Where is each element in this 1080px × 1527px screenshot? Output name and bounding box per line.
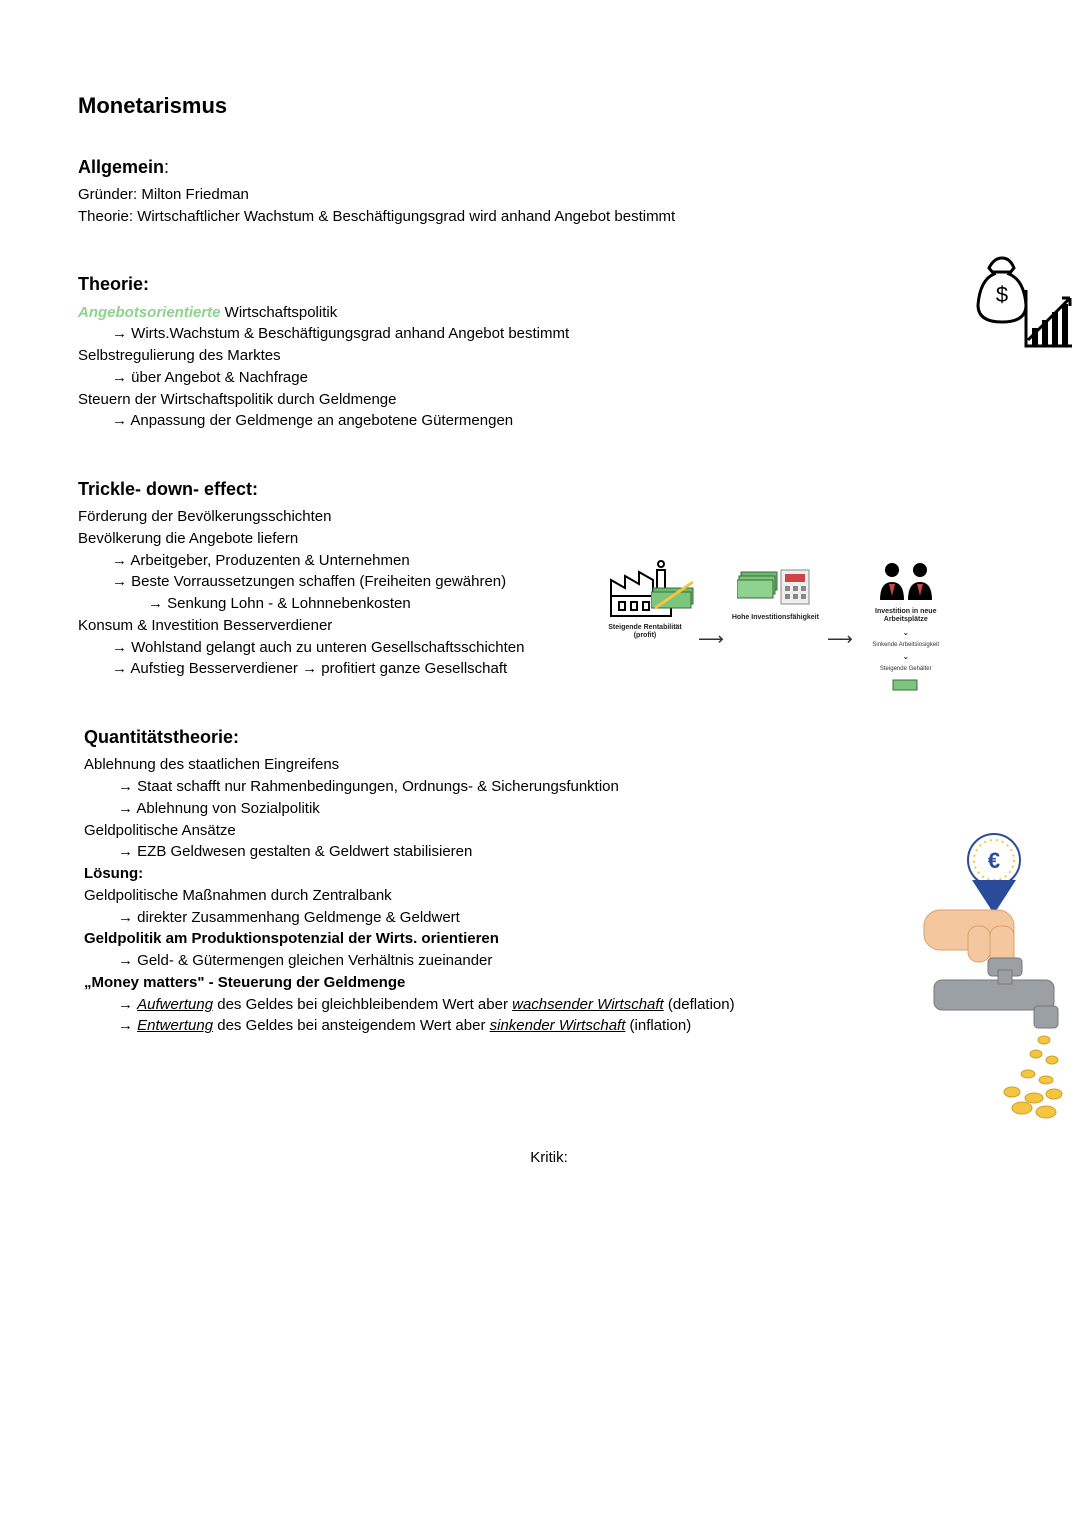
quant-l5: EZB Geldwesen gestalten & Geldwert stabi… xyxy=(84,841,804,863)
page-title: Monetarismus xyxy=(78,90,1020,122)
money-bag-chart-icon: $ xyxy=(954,250,1074,360)
trickle-diagram: Steigende Rentabilität (profit) ⟶ Hohe I… xyxy=(600,560,1080,740)
trickle-col-3: Investition in neue Arbeitsplätze ⌄ Sink… xyxy=(861,560,951,694)
heading-allgemein: Allgemein: xyxy=(78,154,1020,180)
quant-loesung: Lösung: xyxy=(84,863,804,885)
allgemein-line2: Theorie: Wirtschaftlicher Wachstum & Bes… xyxy=(78,206,1020,228)
trickle-l1: Förderung der Bevölkerungsschichten xyxy=(78,506,698,528)
quant-l8: Geldpolitik am Produktionspotenzial der … xyxy=(84,928,804,950)
small-money-icon xyxy=(891,678,921,694)
theorie-highlight-line: Angebotsorientierte Wirtschaftspolitik xyxy=(78,302,698,324)
money-stack-icon xyxy=(651,580,701,610)
quant-l12: → Entwertung des Geldes bei ansteigendem… xyxy=(84,1015,804,1037)
highlight-term: Angebotsorientierte xyxy=(78,304,221,321)
section-theorie: Theorie: Angebotsorientierte Wirtschafts… xyxy=(78,271,1020,432)
allgemein-line1: Gründer: Milton Friedman xyxy=(78,184,1020,206)
ecb-tap-icon: € xyxy=(894,830,1074,1130)
heading-trickle: Trickle- down- effect: xyxy=(78,476,1020,502)
flow-arrow-icon: ⟶ xyxy=(698,602,724,652)
theorie-l2: Selbstregulierung des Marktes xyxy=(78,345,698,367)
quant-l11: → Aufwertung des Geldes bei gleichbleibe… xyxy=(84,994,804,1016)
heading-theorie: Theorie: xyxy=(78,271,1020,297)
theorie-l4: Steuern der Wirtschaftspolitik durch Gel… xyxy=(78,389,698,411)
quant-l9: Geld- & Gütermengen gleichen Verhältnis … xyxy=(84,950,804,972)
trickle-col-1: Steigende Rentabilität (profit) xyxy=(600,560,690,641)
quant-l1: Ablehnung des staatlichen Eingreifens xyxy=(84,754,804,776)
quant-l7: direkter Zusammenhang Geldmenge & Geldwe… xyxy=(84,907,804,929)
section-allgemein: Allgemein: Gründer: Milton Friedman Theo… xyxy=(78,154,1020,228)
money-calculator-icon xyxy=(737,560,813,610)
trickle-l2: Bevölkerung die Angebote liefern xyxy=(78,528,698,550)
theorie-l1: Wirts.Wachstum & Beschäftigungsgrad anha… xyxy=(78,323,698,345)
svg-text:€: € xyxy=(988,848,1000,873)
flow-arrow-icon: ⟶ xyxy=(827,602,853,652)
quant-l6: Geldpolitische Maßnahmen durch Zentralba… xyxy=(84,885,804,907)
quant-l10: „Money matters" - Steuerung der Geldmeng… xyxy=(84,972,804,994)
kritik-heading: Kritik: xyxy=(78,1147,1020,1169)
quant-l4: Geldpolitische Ansätze xyxy=(84,820,804,842)
people-icon xyxy=(876,560,936,604)
quant-l2: Staat schafft nur Rahmenbedingungen, Ord… xyxy=(84,776,804,798)
trickle-col-2: Hohe Investitionsfähigkeit xyxy=(732,560,819,622)
quant-l3: Ablehnung von Sozialpolitik xyxy=(84,798,804,820)
svg-text:$: $ xyxy=(996,282,1008,307)
theorie-l3: über Angebot & Nachfrage xyxy=(78,367,698,389)
theorie-l5: Anpassung der Geldmenge an angebotene Gü… xyxy=(78,410,698,432)
section-quant: Quantitätstheorie: Ablehnung des staatli… xyxy=(78,724,1020,1037)
